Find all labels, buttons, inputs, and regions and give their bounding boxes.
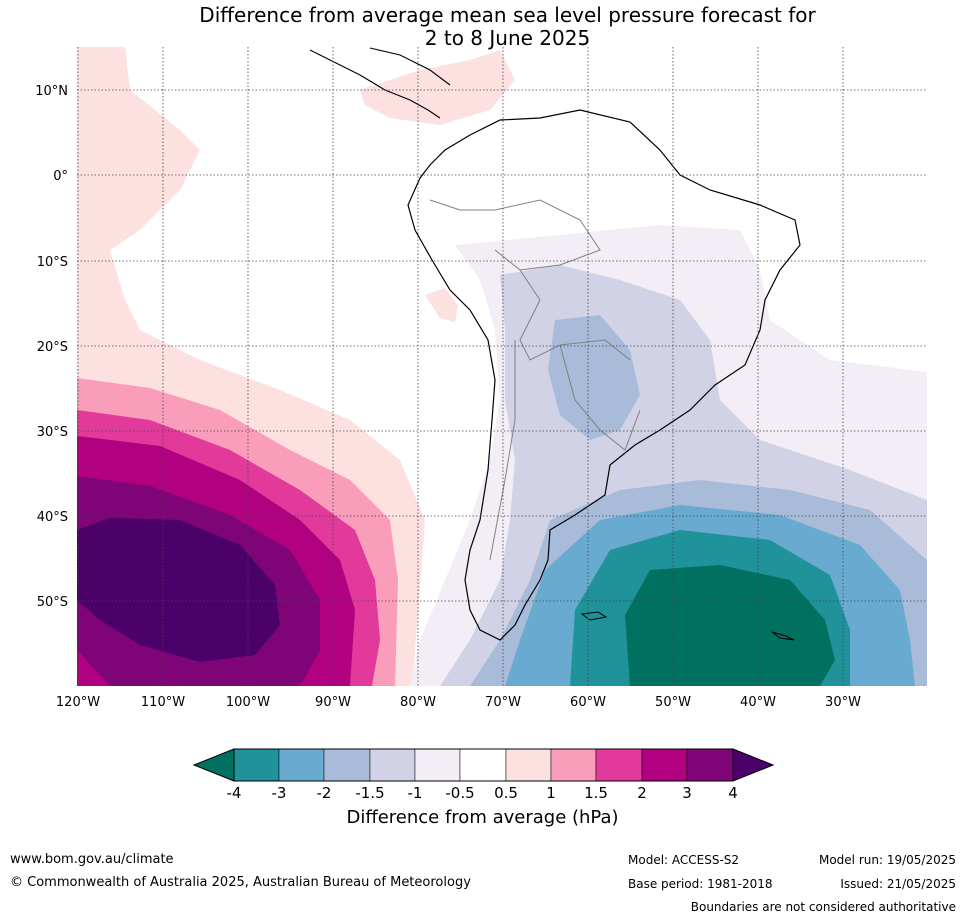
falkland-islands bbox=[580, 611, 608, 621]
model-text: Model: ACCESS-S2 bbox=[628, 853, 740, 867]
colorbar-swatch bbox=[414, 748, 461, 782]
colorbar-tick: 2 bbox=[637, 784, 647, 802]
lat-label: 10°S bbox=[37, 255, 68, 270]
south-georgia bbox=[771, 631, 795, 641]
latitude-labels: 10°N 0° 10°S 20°S 30°S 40°S 50°S bbox=[35, 84, 68, 610]
colorbar-tick: -1.5 bbox=[355, 784, 384, 802]
colorbar-extend-low bbox=[192, 748, 235, 782]
country-borders bbox=[429, 199, 641, 561]
title-line-2: 2 to 8 June 2025 bbox=[424, 26, 591, 50]
lat-label: 30°S bbox=[37, 425, 68, 440]
anomaly-fields bbox=[77, 47, 927, 686]
graticule bbox=[77, 47, 927, 686]
colorbar bbox=[192, 748, 775, 782]
colorbar-tick: 3 bbox=[682, 784, 692, 802]
lon-label: 70°W bbox=[485, 695, 521, 710]
colorbar-swatch bbox=[459, 748, 507, 782]
bom-climate-link[interactable]: www.bom.gov.au/climate bbox=[10, 852, 174, 867]
title-line-1: Difference from average mean sea level p… bbox=[199, 3, 816, 27]
south-america-coastline bbox=[407, 109, 801, 641]
pacific-islet-positive bbox=[425, 288, 458, 322]
lon-label: 90°W bbox=[315, 695, 351, 710]
colorbar-swatch bbox=[369, 748, 416, 782]
colorbar-tick: -4 bbox=[227, 784, 242, 802]
colorbar-swatch bbox=[550, 748, 597, 782]
contour-4plus bbox=[77, 518, 280, 662]
colorbar-swatch bbox=[233, 748, 280, 782]
lon-label: 100°W bbox=[226, 695, 270, 710]
colorbar-tick: -0.5 bbox=[445, 784, 474, 802]
colorbar-swatch bbox=[323, 748, 371, 782]
lat-label: 0° bbox=[53, 169, 68, 184]
caribbean-positive bbox=[360, 50, 515, 125]
lat-label: 40°S bbox=[37, 510, 68, 525]
model-run-text: Model run: 19/05/2025 bbox=[818, 853, 956, 867]
disclaimer-text: Boundaries are not considered authoritat… bbox=[690, 900, 956, 914]
lat-label: 50°S bbox=[37, 595, 68, 610]
colorbar-tick: 0.5 bbox=[494, 784, 518, 802]
colorbar-tick: 1 bbox=[546, 784, 556, 802]
lon-label: 80°W bbox=[400, 695, 436, 710]
colorbar-tick: -3 bbox=[272, 784, 287, 802]
lon-label: 30°W bbox=[825, 695, 861, 710]
lon-label: 120°W bbox=[56, 695, 100, 710]
colorbar-swatch bbox=[505, 748, 552, 782]
longitude-labels: 120°W 110°W 100°W 90°W 80°W 70°W 60°W 50… bbox=[56, 695, 861, 710]
colorbar-swatch bbox=[641, 748, 688, 782]
issued-text: Issued: 21/05/2025 bbox=[840, 877, 956, 891]
colorbar-swatch bbox=[686, 748, 734, 782]
map-title: Difference from average mean sea level p… bbox=[0, 4, 965, 50]
colorbar-tick: -1 bbox=[408, 784, 423, 802]
lon-label: 50°W bbox=[655, 695, 691, 710]
contour-neg4-minus bbox=[625, 565, 835, 686]
colorbar-tick: -2 bbox=[317, 784, 332, 802]
colorbar-swatch bbox=[595, 748, 643, 782]
lat-label: 20°S bbox=[37, 340, 68, 355]
lon-label: 40°W bbox=[740, 695, 776, 710]
copyright-text: © Commonwealth of Australia 2025, Austra… bbox=[10, 875, 471, 890]
colorbar-extend-high bbox=[732, 748, 775, 782]
lat-label: 10°N bbox=[35, 84, 68, 99]
base-period-text: Base period: 1981-2018 bbox=[628, 877, 773, 891]
colorbar-tick: 1.5 bbox=[584, 784, 608, 802]
colorbar-tick: 4 bbox=[728, 784, 738, 802]
colorbar-label: Difference from average (hPa) bbox=[346, 807, 619, 828]
lon-label: 60°W bbox=[570, 695, 606, 710]
colorbar-ticks: -4 -3 -2 -1.5 -1 -0.5 0.5 1 1.5 2 3 4 bbox=[227, 784, 738, 802]
colorbar-swatch bbox=[278, 748, 325, 782]
lon-label: 110°W bbox=[141, 695, 185, 710]
